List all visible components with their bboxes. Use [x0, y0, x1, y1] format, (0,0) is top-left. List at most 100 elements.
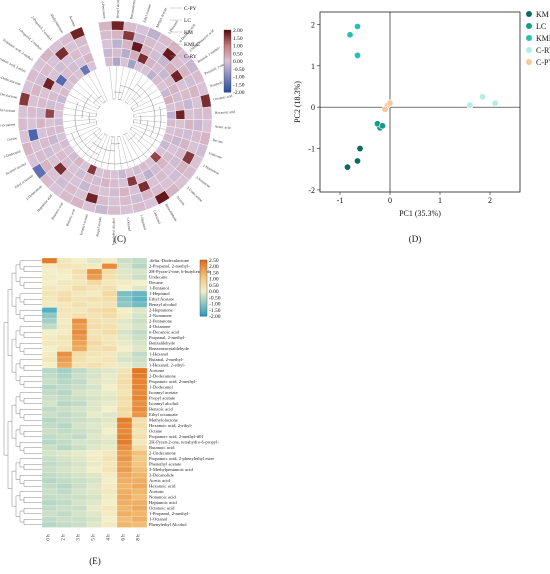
heatmap-cell [117, 269, 132, 275]
heatmap-cell [117, 412, 132, 418]
heatmap-cell [57, 517, 72, 523]
heatmap-cell [167, 111, 176, 119]
heatmap-cell [42, 412, 57, 418]
heatmap-cell [117, 445, 132, 451]
heatmap-cell [132, 401, 147, 407]
heatmap-cell [42, 286, 57, 292]
heatmap-cell [42, 495, 57, 501]
heatmap-cell [120, 196, 132, 206]
colorbar-segment [200, 315, 207, 317]
heatmap-cell [102, 456, 117, 462]
heatmap-cell [132, 357, 147, 363]
heatmap-cell [72, 335, 87, 341]
heatmap-cell [102, 341, 117, 347]
row-label: 2-Undecanone [149, 451, 176, 456]
legend-label: C-PY [536, 58, 550, 67]
heatmap-cell [42, 379, 57, 385]
dendrogram-branch [12, 471, 16, 506]
y-tick-label: 1 [311, 62, 315, 71]
heatmap-cell [72, 341, 87, 347]
dendrogram-branch [63, 119, 96, 121]
compound-label: Hexanoic acid [215, 110, 236, 115]
heatmap-cell [132, 385, 147, 391]
heatmap-cell [72, 286, 87, 292]
heatmap-cell [72, 379, 87, 385]
heatmap-cell [118, 169, 127, 179]
dendrogram-branch [20, 459, 42, 467]
heatmap-cell [102, 291, 117, 297]
column-label: 4 h [107, 534, 112, 541]
row-label: Benzoic acid [149, 407, 174, 412]
heatmap-cell [87, 495, 102, 501]
heatmap-cell [120, 204, 134, 214]
colorbar-tick: -0.50 [209, 295, 221, 301]
heatmap-cell [87, 379, 102, 385]
row-label: Benzaldehyde [149, 341, 175, 346]
heatmap-cell [132, 506, 147, 512]
row-label: Isoamyl alcohol [149, 401, 179, 406]
heatmap-cell [117, 451, 132, 457]
heatmap-cell [87, 440, 102, 446]
row-label: 3-Methylpentanoic acid [149, 467, 193, 472]
compound-label: Ethyl Acetate [143, 3, 153, 23]
heatmap-cell [42, 319, 57, 325]
heatmap-cell [132, 379, 147, 385]
dendrogram-branch [24, 415, 42, 421]
ring-label: C-PY [184, 6, 197, 12]
heatmap-cell [117, 352, 132, 358]
panel-c-label: (C) [114, 234, 126, 244]
heatmap-cell [87, 412, 102, 418]
heatmap-cell [87, 374, 102, 380]
heatmap-cell [87, 264, 102, 270]
heatmap-cell [72, 489, 87, 495]
heatmap-cell [57, 341, 72, 347]
heatmap-cell [72, 484, 87, 490]
heatmap-cell [72, 434, 87, 440]
x-tick-label: 0 [388, 196, 392, 205]
row-label: 1-Octanol [149, 517, 168, 522]
heatmap-cell [117, 363, 132, 369]
dendrogram-branch [24, 464, 42, 470]
heatmap-cell [132, 330, 147, 336]
dendrogram-branch [20, 511, 24, 522]
heatmap-cell [87, 401, 102, 407]
colorbar-tick: 1.50 [233, 36, 243, 42]
heatmap-cell [87, 484, 102, 490]
heatmap-cell [102, 473, 117, 479]
y-tick-label: 0 [311, 103, 315, 112]
heatmap-cell [102, 352, 117, 358]
compound-label: Methyl Acetate [155, 7, 168, 29]
legend-label: LC [536, 22, 546, 31]
heatmap-cell [57, 495, 72, 501]
heatmap-cell [87, 478, 102, 484]
dendrogram-branch [16, 331, 20, 348]
colorbar-tick: 2.00 [233, 28, 243, 34]
heatmap-cell [27, 106, 37, 118]
compound-label: Octanoic acid [213, 94, 233, 102]
heatmap-cell [102, 484, 117, 490]
heatmap-cell [57, 368, 72, 374]
row-label: Acetoin [149, 489, 164, 494]
heatmap-cell [72, 473, 87, 479]
heatmap-cell [117, 258, 132, 264]
heatmap-cell [132, 313, 147, 319]
dendrogram-branch [118, 67, 123, 100]
heatmap-cell [101, 39, 112, 49]
heatmap-cell [132, 423, 147, 429]
heatmap-cell [117, 506, 132, 512]
heatmap-cell [102, 335, 117, 341]
heatmap-cell [57, 286, 72, 292]
heatmap-cell [132, 434, 147, 440]
heatmap-cell [42, 511, 57, 517]
row-label: Benzyl alcohol [149, 302, 177, 307]
heatmap-cell [57, 412, 72, 418]
heatmap-cell [117, 286, 132, 292]
heatmap-cell [98, 21, 111, 31]
heatmap-cell [117, 456, 132, 462]
heatmap-cell [132, 451, 147, 457]
dendrogram-branch [16, 463, 20, 480]
heatmap-cell [57, 407, 72, 413]
heatmap-cell [87, 269, 102, 275]
heatmap-cell [57, 462, 72, 468]
